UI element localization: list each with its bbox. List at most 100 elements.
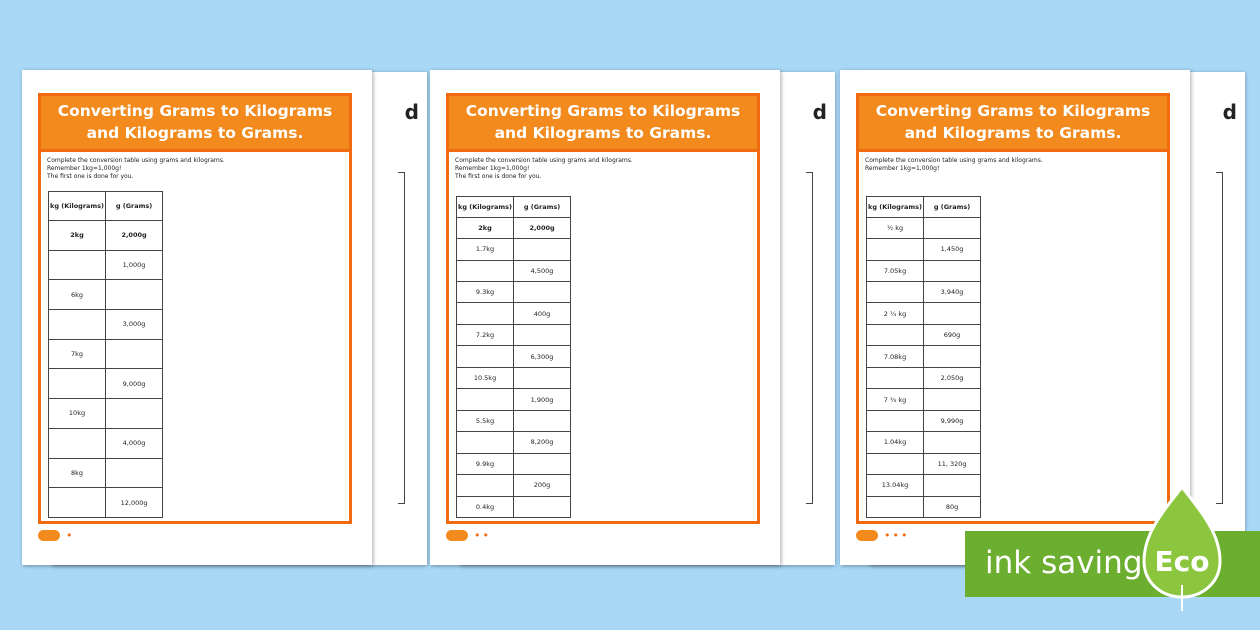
instruction-line: The first one is done for you. [455,173,542,180]
g-cell [513,281,572,304]
logo-icon [446,530,468,541]
g-cell [105,457,164,489]
g-cell [923,388,982,411]
table-row: 3,940g [865,281,982,304]
g-cell [513,409,572,433]
instructions: Complete the conversion table using gram… [859,152,1167,181]
table-row: 11, 320g [865,452,982,476]
instructions: Complete the conversion table using gram… [449,152,757,181]
table-row: 9.3kg [455,281,572,304]
logo-icon [856,530,878,541]
table-row: 6,300g [455,345,572,368]
table-row: 7.08kg [865,345,982,368]
kg-cell: 8kg [47,457,107,489]
kg-cell: 9.3kg [455,281,515,304]
table-row: 200g [455,474,572,497]
kg-cell: 1.04kg [865,431,925,454]
header-kg: kg (Kilograms) [47,191,107,221]
worksheet-frame: Converting Grams to Kilograms and Kilogr… [38,93,352,524]
g-cell: 1,000g [105,249,164,281]
table-row: 3,000g [47,308,164,340]
table-row: 5.5kg [455,409,572,433]
kg-cell: 13.04kg [865,474,925,497]
table-row: 13.04kg [865,474,982,497]
table-row: 7 ¾ kg [865,388,982,411]
kg-cell: 7.2kg [455,323,515,347]
worksheet-title: Converting Grams to Kilograms and Kilogr… [41,96,349,152]
kg-cell [47,368,107,400]
g-cell [513,452,572,476]
worksheet-footer: • [38,530,352,550]
kg-cell [455,302,515,325]
instruction-line: Remember 1kg=1,000g! [455,165,530,172]
kg-cell [865,366,925,390]
table-row: 1,900g [455,388,572,411]
ink-saving-label: ink saving [985,545,1143,581]
g-cell: 9,000g [105,368,164,400]
kg-cell [865,281,925,304]
kg-cell: 10.5kg [455,366,515,390]
instruction-line [865,173,1161,181]
table-row: 6kg [47,279,164,310]
kg-cell [455,259,515,283]
header-kg: kg (Kilograms) [865,196,925,218]
table-row: 7kg [47,338,164,370]
worksheet-frame: Converting Grams to Kilograms and Kilogr… [446,93,760,524]
g-cell [105,338,164,370]
table-row: 4,500g [455,259,572,283]
instruction-line: The first one is done for you. [47,173,134,180]
kg-cell: 9.9kg [455,452,515,476]
kg-cell [455,474,515,497]
table-row: 10kg [47,398,164,429]
g-cell [923,216,982,240]
g-cell: 11, 320g [923,452,982,476]
worksheet-footer: ••• [856,530,1170,550]
kg-cell: 5.5kg [455,409,515,433]
kg-cell: 6kg [47,279,107,310]
table-header-row: kg (Kilograms) g (Grams) [455,196,572,218]
difficulty-dots: •• [474,529,491,542]
worksheet-title: Converting Grams to Kilograms and Kilogr… [449,96,757,152]
header-g: g (Grams) [923,196,982,218]
g-cell: 2,050g [923,366,982,390]
table-row: 1,450g [865,238,982,261]
worksheet-frame: Converting Grams to Kilograms and Kilogr… [856,93,1170,524]
table-header-row: kg (Kilograms) g (Grams) [865,196,982,218]
table-row: 9,990g [865,409,982,433]
worksheet-preview[interactable]: d Converting Grams to Kilograms and Kilo… [840,70,1245,565]
table-header-row: kg (Kilograms) g (Grams) [47,191,164,221]
g-cell: 690g [923,323,982,347]
worksheet-front-page: Converting Grams to Kilograms and Kilogr… [430,70,780,565]
kg-cell: 0.4kg [455,495,515,519]
eco-label: Eco [1155,545,1210,578]
kg-cell: ½ kg [865,216,925,240]
table-row: 4,000g [47,427,164,459]
kg-cell [47,249,107,281]
table-row: 690g [865,323,982,347]
table-row: 2,050g [865,366,982,390]
table-row: 2kg 2,000g [455,216,572,240]
kg-cell: 2kg [455,216,515,240]
kg-cell [865,238,925,261]
worksheet-title: Converting Grams to Kilograms and Kilogr… [859,96,1167,152]
g-cell [513,495,572,519]
g-cell [105,398,164,429]
table-row: 7.05kg [865,259,982,283]
conversion-table: kg (Kilograms) g (Grams) 2kg 2,000g 1,000g 6k… [47,191,164,518]
g-cell: 1,900g [513,388,572,411]
worksheet-preview[interactable]: d Converting Grams to Kilograms and Kilo… [430,70,835,565]
g-cell: 3,000g [105,308,164,340]
header-kg: kg (Kilograms) [455,196,515,218]
instruction-line: Complete the conversion table using gram… [865,157,1043,164]
g-cell: 1,450g [923,238,982,261]
g-cell: 9,990g [923,409,982,433]
g-cell: 12,000g [105,487,164,518]
worksheet-preview[interactable]: d Converting Grams to Kilograms and Kilo… [22,70,427,565]
g-cell: 4,500g [513,259,572,283]
kg-cell: 7.05kg [865,259,925,283]
conversion-table: kg (Kilograms) g (Grams) ½ kg 1,450g 7.05kg 3… [865,196,982,519]
table-row: 7.2kg [455,323,572,347]
g-cell: 400g [513,302,572,325]
g-cell [105,279,164,310]
kg-cell [455,388,515,411]
